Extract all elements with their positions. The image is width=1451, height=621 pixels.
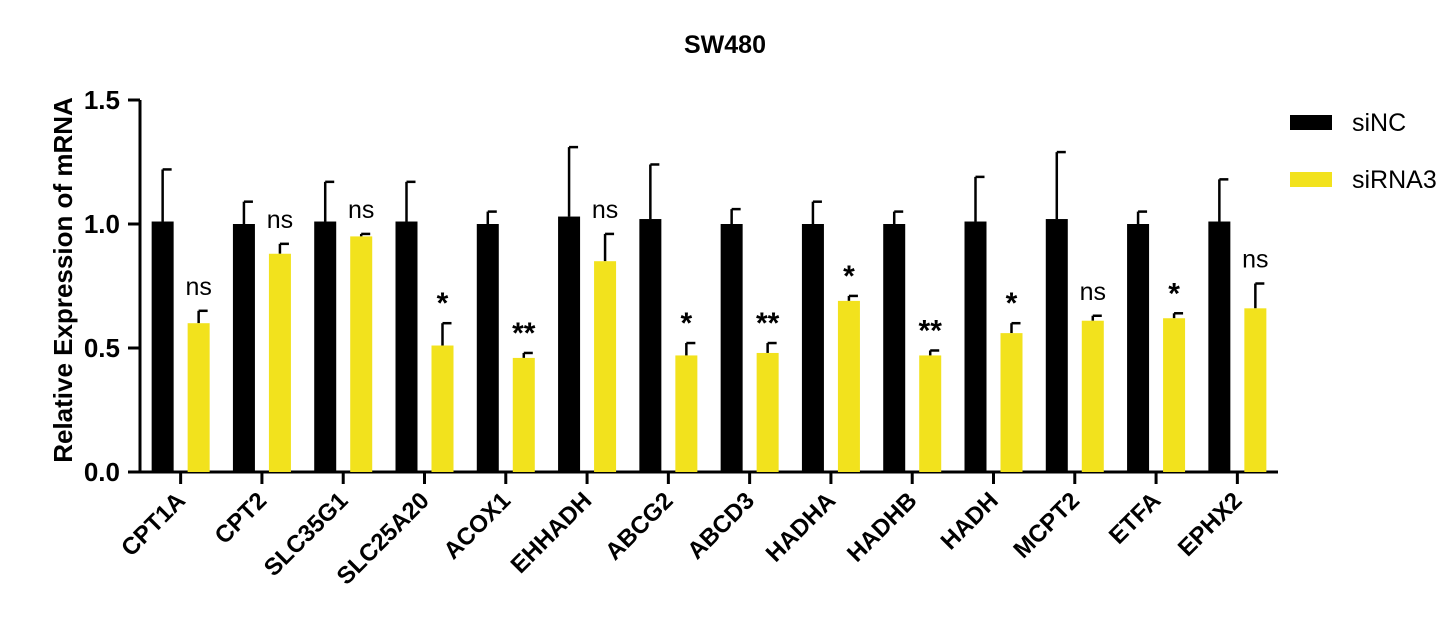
significance-label: ns	[267, 206, 293, 234]
legend-label: siRNA3	[1352, 166, 1437, 194]
x-tick-label: EHHADH	[506, 487, 598, 579]
bar-sinc-mcpt2	[1045, 219, 1068, 472]
bar-sirna3-cpt2	[268, 253, 291, 472]
bar-sinc-cpt2	[232, 224, 255, 472]
significance-label: *	[843, 260, 855, 293]
bar-sinc-acox1	[476, 224, 499, 472]
x-tick-label: ACOX1	[438, 487, 516, 565]
bar-sirna3-hadhb	[919, 355, 942, 472]
x-tick-label: CPT2	[210, 487, 272, 549]
bar-sirna3-hadh	[1000, 333, 1023, 472]
bar-sinc-slc25a20	[395, 221, 418, 472]
significance-label: **	[756, 307, 780, 340]
legend-swatch	[1290, 115, 1332, 130]
y-axis-label: Relative Expression of mRNA	[48, 97, 78, 463]
bar-sinc-abcd3	[720, 224, 743, 472]
significance-label: ns	[592, 196, 618, 224]
bar-sirna3-etfa	[1163, 318, 1186, 472]
bar-sirna3-mcpt2	[1081, 320, 1104, 472]
significance-label: ns	[1242, 246, 1268, 274]
bar-sinc-hadh	[964, 221, 987, 472]
bar-sirna3-cpt1a	[187, 323, 210, 472]
bar-sirna3-ehhadh	[594, 261, 617, 472]
bar-sinc-etfa	[1127, 224, 1150, 472]
bar-sinc-ephx2	[1208, 221, 1231, 472]
x-tick-label: ABCG2	[600, 487, 678, 565]
x-tick-label: HADHA	[761, 487, 841, 567]
plot-area: 0.00.51.01.5nsCPT1AnsCPT2nsSLC35G1*SLC25…	[84, 85, 1278, 590]
significance-label: ns	[185, 273, 211, 301]
bar-sinc-ehhadh	[558, 216, 581, 472]
legend-swatch	[1290, 172, 1332, 187]
bar-sirna3-acox1	[512, 357, 535, 472]
x-tick-label: ETFA	[1104, 487, 1166, 549]
significance-label: **	[919, 314, 943, 347]
significance-label: *	[1006, 287, 1018, 320]
chart-title: SW480	[684, 31, 766, 59]
bar-sirna3-abcd3	[756, 352, 779, 472]
bar-sinc-slc35g1	[314, 221, 337, 472]
y-tick-label: 1.0	[84, 209, 120, 239]
bar-sirna3-slc35g1	[350, 236, 373, 472]
x-tick-label: HADH	[936, 487, 1004, 555]
bar-sinc-hadhb	[883, 224, 906, 472]
bar-sirna3-ephx2	[1244, 308, 1267, 472]
significance-label: **	[512, 317, 536, 350]
significance-label: ns	[348, 196, 374, 224]
x-tick-label: HADHB	[842, 487, 922, 567]
bar-sirna3-hadha	[837, 300, 860, 472]
y-tick-label: 0.0	[84, 457, 120, 487]
x-tick-label: MCPT2	[1008, 487, 1085, 564]
bar-sirna3-abcg2	[675, 355, 698, 472]
x-tick-label: ABCD3	[682, 487, 760, 565]
significance-label: *	[681, 307, 693, 340]
bar-sinc-abcg2	[639, 219, 662, 472]
y-tick-label: 1.5	[84, 85, 120, 115]
x-tick-label: CPT1A	[116, 487, 191, 562]
bar-sinc-cpt1a	[151, 221, 174, 472]
significance-label: *	[1168, 277, 1180, 310]
legend-label: siNC	[1352, 109, 1406, 137]
y-tick-label: 0.5	[84, 333, 120, 363]
legend: siNC siRNA3	[1290, 109, 1437, 194]
x-tick-label: EPHX2	[1173, 487, 1248, 562]
significance-label: *	[437, 287, 449, 320]
bar-sinc-hadha	[801, 224, 824, 472]
significance-label: ns	[1080, 278, 1106, 306]
bar-sirna3-slc25a20	[431, 345, 454, 472]
